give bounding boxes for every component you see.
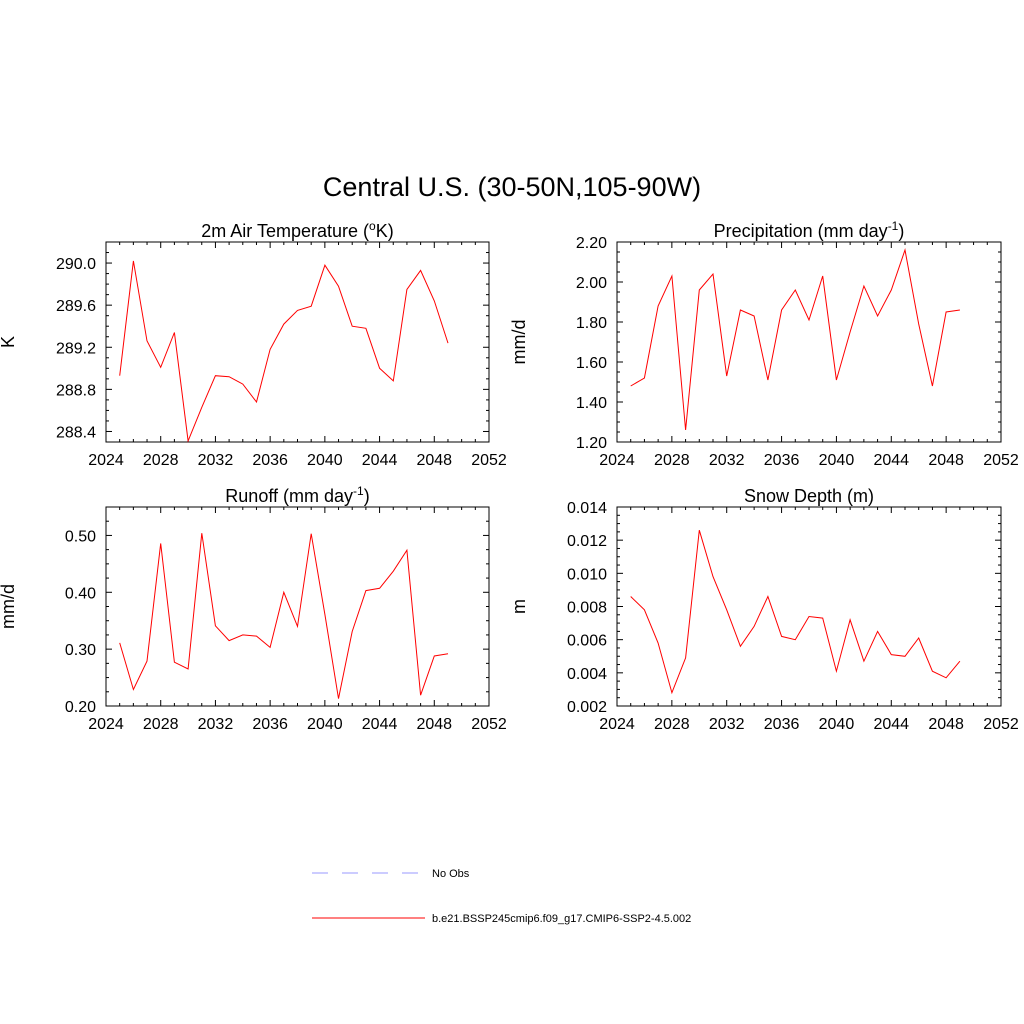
y-tick-label: 0.006	[567, 633, 607, 650]
y-axis-label: K	[0, 336, 18, 348]
y-axis-label: m	[509, 599, 529, 614]
x-tick-label: 2048	[416, 716, 452, 733]
x-tick-label: 2032	[709, 452, 745, 469]
y-tick-label: 2.20	[576, 235, 607, 252]
chart-panel: Snow Depth (m) m 2024 2028 2032 2036 2040 2044 2…	[509, 486, 1019, 733]
y-tick-label: 1.40	[576, 395, 607, 412]
panel-title-superscript: o	[369, 219, 376, 233]
y-tick-label: 0.002	[567, 699, 607, 716]
chart-panel: Precipitation (mm day-1) mm/d 2024 2028 2032…	[509, 219, 1019, 469]
y-tick-label: 0.50	[65, 528, 96, 545]
panel-title-unit: K)	[376, 221, 394, 241]
x-tick-label: 2032	[709, 716, 745, 733]
panel-title: 2m Air Temperature (oK)	[201, 219, 393, 241]
x-tick-label: 2024	[88, 716, 124, 733]
y-axis-label: mm/d	[509, 320, 529, 365]
x-tick-label: 2048	[928, 452, 964, 469]
chart-panel: 2m Air Temperature (oK) K 2024 2028 2032 2036…	[0, 219, 507, 469]
panel-title: Precipitation (mm day-1)	[714, 219, 905, 241]
y-tick-label: 288.4	[56, 424, 96, 441]
panel-title-main: Runoff (mm day	[225, 486, 353, 506]
x-tick-label: 2036	[252, 452, 288, 469]
x-tick-label: 2040	[307, 452, 343, 469]
x-tick-label: 2024	[88, 452, 124, 469]
y-tick-label: 2.00	[576, 275, 607, 292]
x-tick-label: 2052	[471, 452, 507, 469]
panel-title-superscript: -1	[888, 219, 899, 233]
panel-title-main: 2m Air Temperature (	[201, 221, 369, 241]
x-tick-label: 2048	[928, 716, 964, 733]
chart-panel: Runoff (mm day-1) mm/d 2024 2028 2032 2036 204…	[0, 484, 507, 733]
y-tick-label: 290.0	[56, 256, 96, 273]
y-tick-label: 288.8	[56, 382, 96, 399]
x-tick-label: 2044	[362, 716, 398, 733]
legend-item: No Obs	[312, 868, 470, 880]
x-tick-label: 2052	[983, 716, 1019, 733]
x-tick-label: 2040	[307, 716, 343, 733]
panel-title-main: Snow Depth (m)	[744, 486, 874, 506]
x-tick-label: 2028	[654, 452, 690, 469]
figure-title: Central U.S. (30-50N,105-90W)	[323, 172, 701, 202]
panel-title-main: Precipitation (mm day	[714, 221, 888, 241]
x-tick-label: 2024	[599, 452, 635, 469]
panel-title-superscript: -1	[353, 484, 364, 498]
y-axis-label: mm/d	[0, 584, 18, 629]
legend-label: No Obs	[432, 868, 470, 880]
y-tick-label: 0.004	[567, 666, 607, 683]
y-tick-label: 0.30	[65, 642, 96, 659]
panel-title-unit: )	[898, 221, 904, 241]
y-tick-label: 0.012	[567, 533, 607, 550]
x-tick-label: 2028	[143, 716, 179, 733]
y-tick-label: 1.20	[576, 435, 607, 452]
y-tick-label: 289.2	[56, 340, 96, 357]
x-tick-label: 2028	[654, 716, 690, 733]
x-tick-label: 2028	[143, 452, 179, 469]
series-line	[630, 248, 960, 431]
legend-item: b.e21.BSSP245cmip6.f09_g17.CMIP6-SSP2-4.…	[312, 913, 691, 925]
x-tick-label: 2052	[983, 452, 1019, 469]
plot-frame	[616, 241, 1002, 443]
x-tick-label: 2036	[764, 716, 800, 733]
x-tick-label: 2048	[416, 452, 452, 469]
y-tick-label: 0.20	[65, 699, 96, 716]
x-tick-label: 2040	[819, 452, 855, 469]
panel-title-unit: )	[364, 486, 370, 506]
x-tick-label: 2052	[471, 716, 507, 733]
x-tick-label: 2040	[819, 716, 855, 733]
y-tick-label: 289.6	[56, 298, 96, 315]
y-tick-label: 0.008	[567, 600, 607, 617]
x-tick-label: 2024	[599, 716, 635, 733]
series-line	[119, 533, 449, 699]
panel-title: Runoff (mm day-1)	[225, 484, 369, 506]
y-tick-label: 0.010	[567, 566, 607, 583]
x-tick-label: 2036	[764, 452, 800, 469]
x-tick-label: 2044	[873, 452, 909, 469]
x-tick-label: 2044	[873, 716, 909, 733]
legend: No Obs b.e21.BSSP245cmip6.f09_g17.CMIP6-S…	[312, 868, 691, 925]
panel-title: Snow Depth (m)	[744, 486, 874, 506]
plot-frame	[105, 241, 490, 443]
y-tick-label: 1.60	[576, 355, 607, 372]
series-line	[630, 530, 961, 695]
legend-label: b.e21.BSSP245cmip6.f09_g17.CMIP6-SSP2-4.…	[432, 913, 691, 925]
series-line	[119, 260, 449, 443]
x-tick-label: 2032	[198, 452, 234, 469]
y-tick-label: 0.40	[65, 585, 96, 602]
x-tick-label: 2044	[362, 452, 398, 469]
plot-frame	[105, 506, 490, 707]
y-tick-label: 1.80	[576, 315, 607, 332]
x-tick-label: 2032	[198, 716, 234, 733]
x-tick-label: 2036	[252, 716, 288, 733]
chart-panels: 2m Air Temperature (oK) K 2024 2028 2032 2036…	[0, 219, 1019, 733]
y-tick-label: 0.014	[567, 500, 607, 517]
